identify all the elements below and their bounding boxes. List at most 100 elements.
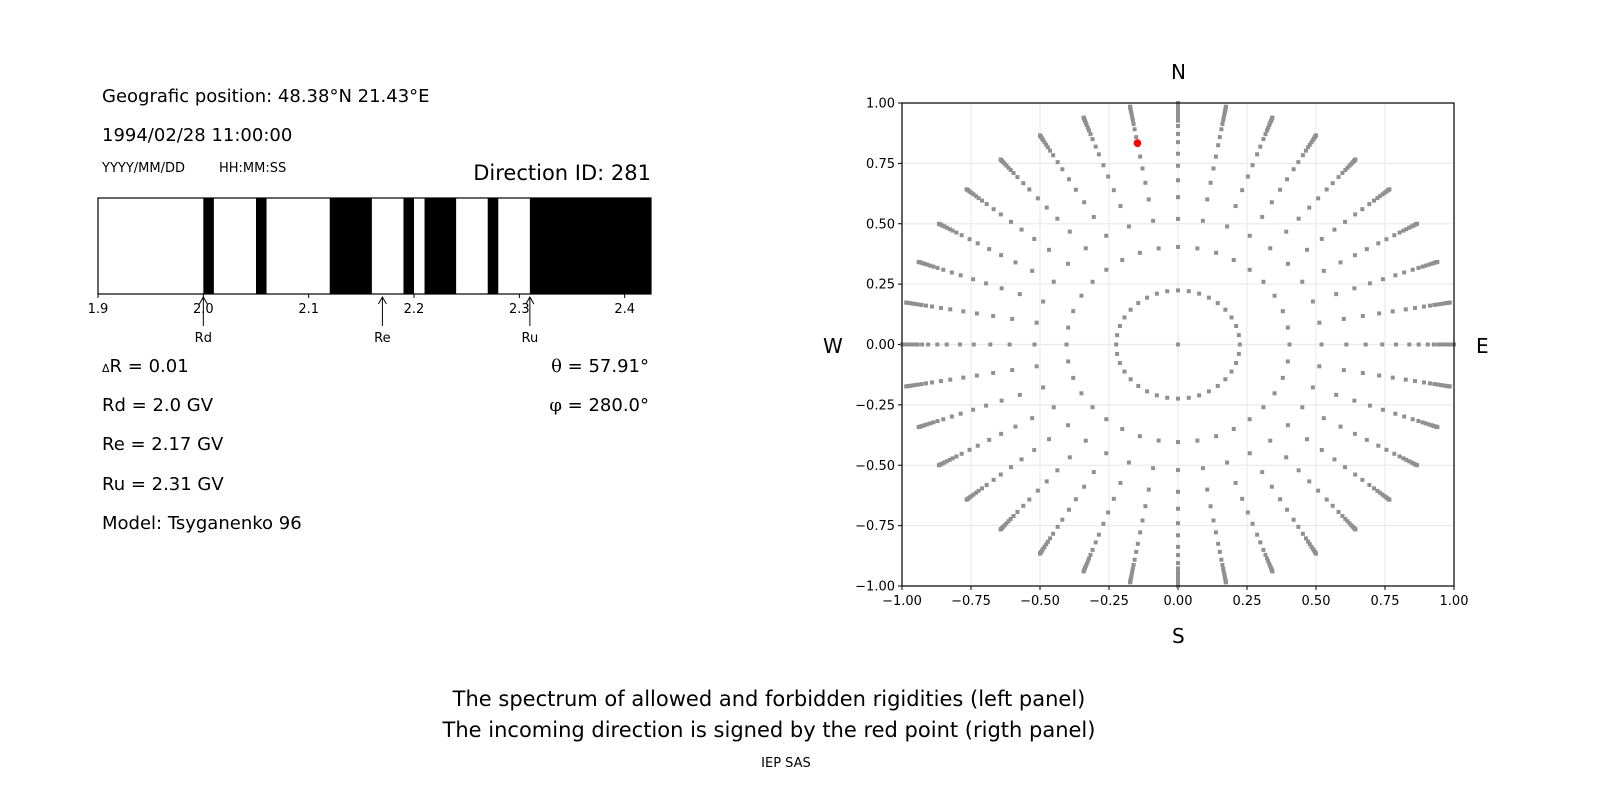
- grid-point: [1137, 250, 1142, 255]
- grid-point: [1220, 122, 1225, 127]
- grid-point: [1131, 122, 1136, 127]
- grid-point: [1332, 457, 1337, 462]
- grid-point: [975, 443, 980, 448]
- grid-point: [1270, 569, 1275, 574]
- grid-point: [1011, 513, 1016, 518]
- y-tick-label: −0.50: [855, 459, 895, 474]
- grid-point: [930, 304, 935, 309]
- grid-point: [1360, 477, 1365, 482]
- grid-point: [1079, 293, 1084, 298]
- grid-point: [1140, 518, 1145, 523]
- grid-point: [920, 342, 925, 347]
- grid-point: [1071, 375, 1076, 380]
- grid-point: [1258, 144, 1263, 149]
- grid-point: [1008, 219, 1013, 224]
- grid-point: [1285, 261, 1290, 266]
- grid-point: [1195, 246, 1200, 251]
- grid-point: [1154, 393, 1159, 398]
- grid-point: [1205, 197, 1210, 202]
- grid-point: [1415, 463, 1420, 468]
- grid-point: [1044, 542, 1049, 547]
- grid-point: [1017, 292, 1022, 297]
- grid-point: [1250, 521, 1255, 526]
- grid-point: [1360, 371, 1365, 376]
- grid-point: [1321, 268, 1326, 273]
- grid-point: [1176, 111, 1180, 116]
- grid-point: [1255, 532, 1260, 537]
- grid-point: [1240, 496, 1245, 501]
- grid-point: [936, 221, 941, 226]
- grid-point: [1401, 228, 1406, 233]
- caption-line-2: The incoming direction is signed by the …: [442, 718, 1096, 742]
- grid-point: [1353, 212, 1358, 217]
- grid-point: [1225, 460, 1230, 465]
- grid-point: [1353, 157, 1358, 162]
- grid-point: [1280, 375, 1285, 380]
- grid-point: [999, 431, 1004, 436]
- grid-point: [1066, 507, 1071, 512]
- grid-point: [1176, 123, 1180, 128]
- grid-point: [1032, 342, 1037, 347]
- grid-point: [1380, 192, 1385, 197]
- grid-point: [1118, 480, 1123, 485]
- grid-point: [1104, 267, 1109, 272]
- grid-point: [1208, 504, 1213, 509]
- grid-point: [1280, 309, 1285, 314]
- grid-point: [1435, 302, 1440, 307]
- grid-point: [1085, 125, 1090, 130]
- grid-point: [1128, 580, 1133, 585]
- grid-point: [1221, 118, 1226, 123]
- y-tick-label: −1.00: [855, 580, 895, 595]
- grid-point: [924, 381, 929, 386]
- grid-point: [1208, 180, 1213, 185]
- grid-point: [1176, 573, 1180, 578]
- grid-point: [909, 342, 914, 347]
- grid-point: [1176, 521, 1180, 526]
- grid-point: [1081, 115, 1086, 120]
- grid-point: [1267, 123, 1272, 128]
- grid-point: [913, 383, 918, 388]
- grid-point: [1375, 196, 1380, 201]
- grid-point: [1151, 466, 1156, 471]
- grid-point: [1118, 204, 1123, 209]
- grid-point: [910, 301, 915, 306]
- grid-point: [906, 342, 911, 347]
- grid-point: [1284, 455, 1289, 460]
- grid-point: [1082, 484, 1087, 489]
- grid-point: [1367, 403, 1372, 408]
- grid-point: [1367, 482, 1372, 487]
- grid-point: [1048, 536, 1053, 541]
- grid-point: [1310, 385, 1315, 390]
- grid-point: [931, 264, 936, 269]
- south-label: S: [1172, 624, 1185, 648]
- grid-point: [926, 342, 931, 347]
- grid-point: [991, 207, 996, 212]
- grid-point: [1402, 270, 1407, 275]
- grid-point: [910, 383, 915, 388]
- grid-point: [1195, 438, 1200, 443]
- grid-point: [1013, 424, 1018, 429]
- grid-point: [1011, 171, 1016, 176]
- grid-point: [1223, 580, 1228, 585]
- grid-point: [1441, 301, 1446, 306]
- grid-point: [919, 302, 924, 307]
- grid-point: [988, 342, 993, 347]
- x-tick-label: 0.00: [1164, 594, 1193, 609]
- grid-point: [1136, 301, 1141, 306]
- grid-point: [1130, 118, 1135, 123]
- grid-point: [1231, 426, 1236, 431]
- grid-point: [1336, 509, 1341, 514]
- grid-point: [1255, 152, 1260, 157]
- grid-point: [1223, 307, 1228, 312]
- grid-point: [1221, 115, 1226, 120]
- ru-value: Ru = 2.31 GV: [102, 474, 224, 495]
- grid-point: [954, 454, 959, 459]
- grid-point: [1211, 518, 1216, 523]
- grid-point: [1035, 196, 1040, 201]
- grid-point: [1086, 556, 1091, 561]
- grid-point: [1429, 423, 1434, 428]
- grid-point: [1336, 175, 1341, 180]
- y-tick-label: −0.25: [855, 398, 895, 413]
- grid-point: [1131, 562, 1136, 567]
- grid-point: [1364, 247, 1369, 252]
